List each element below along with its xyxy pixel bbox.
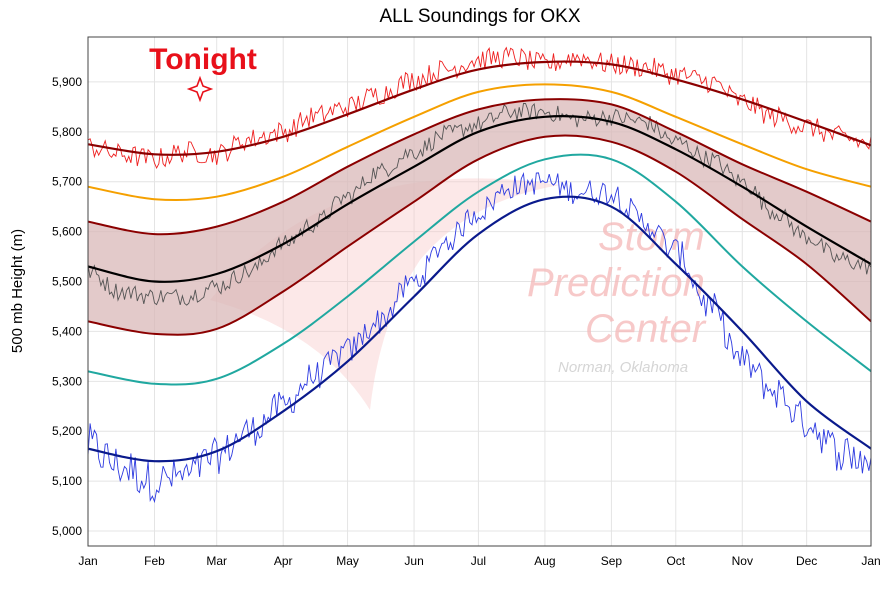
y-tick-label: 5,500 — [52, 275, 82, 289]
x-tick-label: Aug — [534, 554, 555, 568]
tonight-annotation: Tonight — [149, 43, 257, 103]
series-p1 — [88, 153, 871, 386]
series-mean-plus-1sd — [88, 98, 871, 236]
watermark-line-1: Storm — [598, 215, 705, 259]
x-tick-label: May — [336, 554, 359, 568]
x-axis: Jan Feb Mar Apr May Jun Jul Aug Sep Oct Nov Dec Jan — [78, 554, 880, 568]
y-tick-label: 5,800 — [52, 125, 82, 139]
x-tick-label: Nov — [732, 554, 753, 568]
series-daily-max — [88, 46, 871, 170]
x-tick-label: Jun — [404, 554, 423, 568]
x-tick-label: Oct — [666, 554, 685, 568]
band-fill — [88, 99, 871, 335]
plot-frame — [87, 36, 872, 547]
tonight-label: Tonight — [149, 43, 257, 76]
y-axis-label: 500 mb Height (m) — [9, 229, 26, 353]
x-tick-label: Sep — [601, 554, 623, 568]
y-tick-label: 5,400 — [52, 324, 82, 338]
watermark-subtitle: Norman, Oklahoma — [558, 359, 688, 376]
y-tick-label: 5,600 — [52, 225, 82, 239]
y-axis: 5,000 5,100 5,200 5,300 5,400 5,500 5,600 5,700… — [52, 75, 82, 538]
y-tick-label: 5,900 — [52, 75, 82, 89]
x-tick-label: Mar — [206, 554, 227, 568]
series-mean — [88, 115, 871, 283]
y-tick-label: 5,200 — [52, 424, 82, 438]
series-p99 — [88, 83, 871, 202]
series-layer — [88, 46, 871, 504]
x-tick-label: Feb — [144, 554, 165, 568]
y-tick-label: 5,100 — [52, 474, 82, 488]
y-tick-label: 5,000 — [52, 524, 82, 538]
series-record-min — [88, 195, 871, 463]
std-dev-band — [88, 99, 871, 335]
x-tick-label: Apr — [274, 554, 293, 568]
series-daily-min — [88, 171, 871, 504]
x-tick-label: Dec — [796, 554, 817, 568]
x-tick-label: Jan — [78, 554, 97, 568]
x-tick-label: Jan — [861, 554, 880, 568]
x-tick-label: Jul — [471, 554, 486, 568]
watermark-line-2: Prediction — [527, 261, 705, 305]
y-tick-label: 5,300 — [52, 374, 82, 388]
series-daily-mean — [88, 102, 871, 306]
watermark-line-3: Center — [585, 307, 707, 351]
y-tick-label: 5,700 — [52, 175, 82, 189]
tonight-marker-icon — [186, 75, 214, 103]
series-record-max — [88, 60, 871, 156]
series-mean-minus-1sd — [88, 134, 871, 336]
chart-title: ALL Soundings for OKX — [379, 6, 580, 27]
